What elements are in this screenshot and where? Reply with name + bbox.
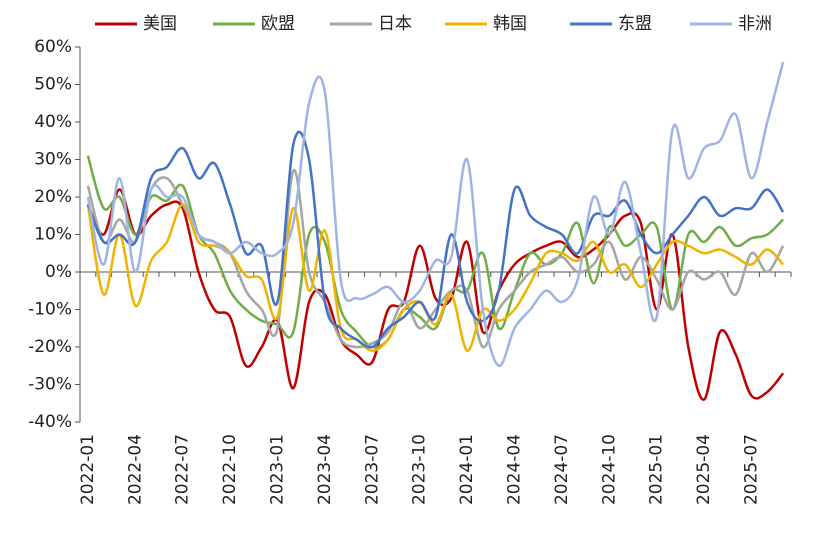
x-tick-label: 2025-07: [742, 434, 762, 505]
y-tick-label: -30%: [28, 375, 72, 395]
x-tick-label: 2024-07: [552, 434, 572, 505]
x-tick-label: 2024-01: [457, 434, 477, 505]
y-tick-label: 50%: [34, 75, 72, 95]
x-tick-label: 2022-01: [78, 434, 98, 505]
y-tick-label: 0%: [45, 262, 72, 282]
y-tick-label: 60%: [34, 37, 72, 57]
x-tick-label: 2024-04: [505, 434, 525, 505]
y-tick-label: 30%: [34, 150, 72, 170]
x-tick-label: 2023-07: [362, 434, 382, 505]
y-tick-label: -40%: [28, 412, 72, 432]
y-tick-label: 10%: [34, 225, 72, 245]
x-tick-label: 2025-01: [647, 434, 667, 505]
x-tick-label: 2022-04: [125, 434, 145, 505]
x-tick-label: 2022-07: [173, 434, 193, 505]
x-tick-label: 2025-04: [694, 434, 714, 505]
legend-label: 欧盟: [261, 14, 295, 34]
series-line: [86, 130, 785, 349]
y-tick-label: 20%: [34, 187, 72, 207]
x-tick-label: 2023-04: [315, 434, 335, 505]
x-tick-label: 2023-10: [410, 434, 430, 505]
y-tick-label: -20%: [28, 337, 72, 357]
x-tick-label: 2024-10: [599, 434, 619, 505]
legend-label: 韩国: [493, 14, 527, 34]
legend-label: 非洲: [738, 14, 772, 34]
legend-label: 东盟: [618, 14, 652, 34]
x-tick-label: 2023-01: [268, 434, 288, 505]
y-tick-label: -10%: [28, 300, 72, 320]
legend-label: 日本: [378, 14, 412, 34]
series-line: [86, 61, 785, 368]
y-tick-label: 40%: [34, 112, 72, 132]
series-line: [86, 169, 785, 349]
legend-label: 美国: [143, 14, 177, 34]
x-tick-label: 2022-10: [220, 434, 240, 505]
